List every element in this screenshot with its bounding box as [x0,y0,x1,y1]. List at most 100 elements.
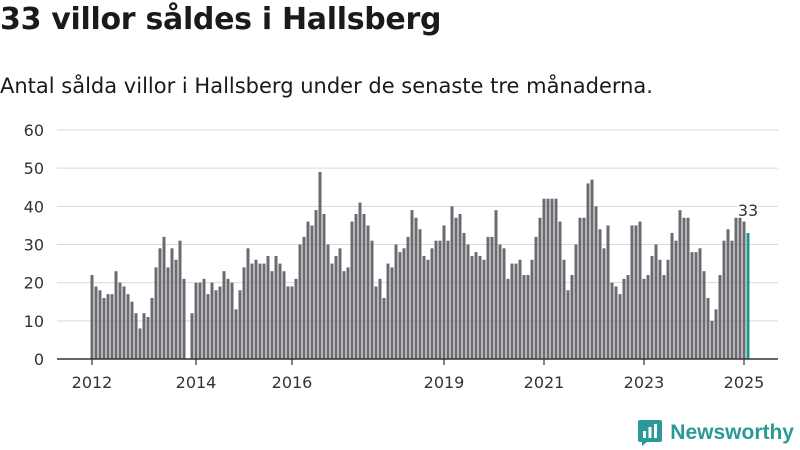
y-tick-label: 40 [24,197,44,216]
bar [158,248,162,359]
bar [690,252,694,359]
bar [294,278,298,359]
y-axis-ticks: 0 10 20 30 40 50 60 [24,121,44,369]
bar [694,252,698,359]
x-tick-label: 2023 [624,373,665,392]
bar [110,294,114,359]
bar [286,286,290,359]
bar [718,275,722,359]
bar [206,294,210,359]
x-tick-label: 2025 [724,373,765,392]
bar [366,225,370,359]
bar [650,255,654,359]
bar [146,317,150,359]
bar [266,255,270,359]
bar [722,240,726,359]
bar [590,179,594,359]
bar [542,198,546,359]
bar [170,248,174,359]
bar [202,278,206,359]
x-tick-label: 2021 [524,373,565,392]
bar [734,217,738,359]
bar [606,225,610,359]
bar [538,217,542,359]
bar [162,236,166,359]
bar [298,244,302,359]
bar [634,225,638,359]
bar [330,263,334,359]
bar [406,236,410,359]
bar [686,217,690,359]
bar [98,290,102,359]
bar [618,294,622,359]
bar [626,275,630,359]
y-tick-label: 0 [34,350,44,369]
bar [454,217,458,359]
bar [342,271,346,359]
bar [574,244,578,359]
bar [666,259,670,359]
bar [742,221,746,359]
bar [374,286,378,359]
y-tick-label: 50 [24,159,44,178]
bar [318,171,322,359]
bar [238,290,242,359]
bar [226,278,230,359]
bar [526,275,530,359]
bar [182,278,186,359]
bar [658,259,662,359]
bar [646,275,650,359]
chart-title: 33 villor såldes i Hallsberg [0,2,442,37]
bar [514,263,518,359]
bar [398,252,402,359]
bar [122,286,126,359]
bar [486,236,490,359]
bar [274,255,278,359]
bar [478,255,482,359]
bar [570,275,574,359]
bar [234,309,238,359]
bar [594,206,598,359]
bar [218,286,222,359]
bar [102,297,106,359]
bar [194,282,198,359]
bar [582,217,586,359]
bar [350,221,354,359]
bar [118,282,122,359]
bar [302,236,306,359]
bar [150,297,154,359]
brand-name: Newsworthy [670,421,794,444]
bar [390,267,394,359]
bar [726,229,730,359]
bar [370,240,374,359]
bar [614,286,618,359]
newsworthy-brand: Newsworthy [637,419,794,447]
bar [442,225,446,359]
bar [414,217,418,359]
bar [738,217,742,359]
bar [410,210,414,359]
bar [394,244,398,359]
data-labels: 33 [736,200,759,222]
bar [450,206,454,359]
bar [438,240,442,359]
bar [462,233,466,359]
bar [246,248,250,359]
bar [698,248,702,359]
bar [142,313,146,359]
bar [446,240,450,359]
data-label-latest: 33 [738,201,758,220]
bar [710,320,714,359]
bar [642,278,646,359]
bar [566,290,570,359]
bar [466,244,470,359]
bar [290,286,294,359]
bar [578,217,582,359]
x-tick-label: 2016 [272,373,313,392]
x-tick-label: 2014 [176,373,217,392]
bar [282,271,286,359]
bar [254,259,258,359]
bar [534,236,538,359]
bar [474,252,478,359]
